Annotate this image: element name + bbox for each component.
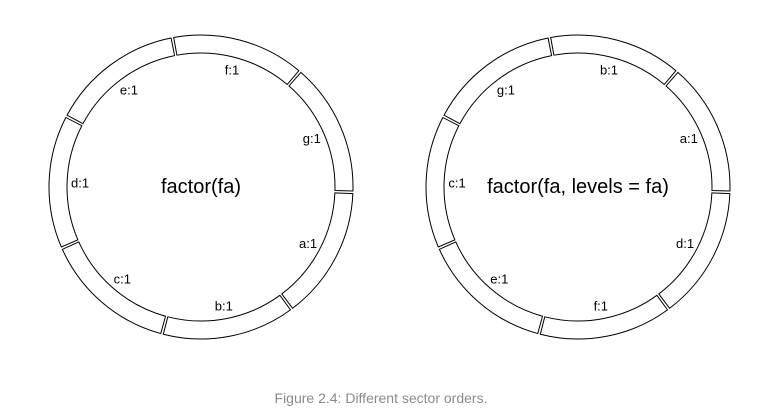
sector-label: b:1	[215, 298, 233, 313]
sector-g	[443, 37, 553, 125]
sector-label: f:1	[594, 298, 608, 313]
sector-label: e:1	[490, 271, 508, 286]
diagram-center-title: factor(fa, levels = fa)	[487, 176, 669, 198]
sector-label: d:1	[71, 175, 89, 190]
sector-order-figure: a:1 b:1 c:1 d:1 e:1 f:1 g:1 factor(fa) d:1 f:1 e:…	[48, 34, 731, 340]
sector-b	[162, 294, 292, 340]
sector-label: g:1	[497, 82, 515, 97]
diagram-center-title: factor(fa)	[161, 176, 241, 198]
sector-a	[281, 192, 354, 309]
sector-label: b:1	[600, 63, 618, 78]
circular-layout-left: a:1 b:1 c:1 d:1 e:1 f:1 g:1 factor(fa)	[48, 34, 354, 340]
sector-label: g:1	[303, 131, 321, 146]
sector-label: a:1	[299, 236, 317, 251]
sector-label: f:1	[225, 63, 239, 78]
sector-b	[550, 34, 677, 86]
sector-f	[173, 34, 300, 86]
sector-label: d:1	[676, 236, 694, 251]
sector-label: e:1	[120, 82, 138, 97]
sector-d	[48, 116, 83, 248]
circular-layout-right: d:1 f:1 e:1 c:1 g:1 b:1 a:1 factor(fa, levels =…	[425, 34, 731, 340]
sector-e	[66, 37, 176, 125]
sector-e	[438, 241, 544, 335]
sector-g	[288, 71, 354, 192]
sector-a	[665, 71, 731, 192]
sector-c	[61, 241, 167, 335]
sector-label: c:1	[114, 271, 131, 286]
figure-caption: Figure 2.4: Different sector orders.	[274, 390, 488, 406]
sector-c	[425, 116, 460, 248]
sector-label: c:1	[448, 175, 465, 190]
sector-f	[539, 294, 669, 340]
sector-d	[658, 192, 731, 309]
sector-label: a:1	[680, 131, 698, 146]
